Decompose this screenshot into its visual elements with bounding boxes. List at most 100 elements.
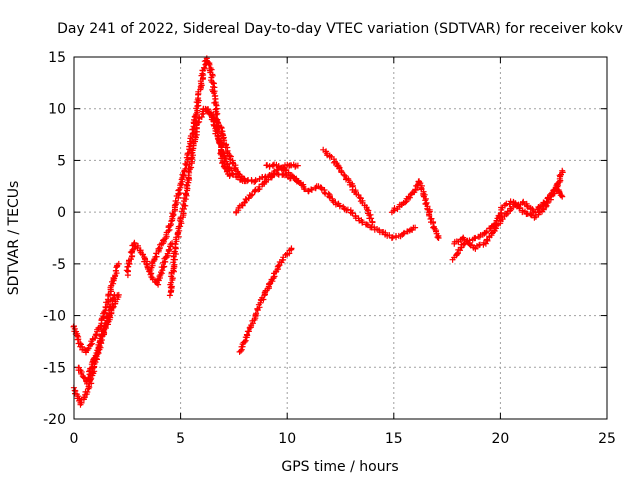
data-point: [321, 189, 328, 196]
data-point: [559, 167, 566, 174]
data-point: [288, 245, 295, 252]
data-point: [292, 163, 299, 170]
y-tick-label: 0: [57, 205, 66, 221]
series-track-12: [388, 178, 442, 241]
data-point: [552, 184, 559, 191]
plot-frame: [73, 56, 608, 420]
data-point: [191, 116, 197, 123]
data-point: [524, 203, 531, 210]
data-point: [242, 196, 249, 203]
data-point: [369, 219, 376, 226]
data-point: [85, 345, 92, 352]
data-point: [179, 205, 186, 212]
data-point: [406, 194, 413, 201]
y-tick-label: -10: [43, 309, 66, 325]
data-point: [389, 235, 395, 241]
series-track-5: [147, 55, 233, 273]
data-point: [85, 374, 92, 381]
data-point: [412, 186, 419, 193]
series-track-4: [123, 239, 176, 288]
data-point: [110, 303, 117, 310]
x-tick-label: 0: [70, 431, 79, 447]
y-tick-label: 10: [48, 102, 66, 118]
data-point: [172, 198, 179, 204]
data-point: [290, 174, 297, 181]
data-point: [294, 162, 301, 169]
y-tick-label: 15: [48, 50, 66, 66]
data-point: [84, 389, 91, 395]
y-tick-label: 5: [57, 153, 66, 169]
x-tick-label: 25: [598, 431, 616, 447]
data-point: [241, 338, 248, 345]
data-point: [482, 229, 489, 236]
data-point: [434, 234, 441, 241]
data-point: [211, 122, 218, 129]
data-point: [180, 172, 187, 178]
data-point: [256, 183, 263, 190]
series-track-11: [236, 245, 295, 355]
data-point: [266, 163, 273, 170]
series-track-10: [320, 146, 376, 226]
data-point: [74, 332, 81, 339]
data-point: [402, 199, 409, 206]
data-point: [188, 155, 195, 162]
data-point: [559, 193, 566, 200]
data-point: [131, 240, 138, 247]
series-track-7: [204, 106, 301, 185]
data-point: [188, 164, 195, 171]
data-point: [556, 172, 563, 179]
data-point: [214, 110, 221, 117]
y-tick-label: -20: [43, 412, 66, 428]
grid: [74, 57, 607, 419]
data-point: [151, 256, 158, 263]
data-point: [391, 205, 398, 212]
data-points: [70, 55, 566, 408]
chart-title: Day 241 of 2022, Sidereal Day-to-day VTE…: [57, 21, 623, 37]
data-point: [318, 185, 325, 192]
data-point: [175, 223, 182, 230]
data-point: [194, 119, 201, 126]
data-point: [543, 198, 550, 205]
data-point: [247, 192, 254, 199]
series-track-9: [263, 161, 419, 241]
data-point: [271, 168, 278, 175]
data-point: [498, 214, 505, 221]
data-point: [206, 61, 213, 68]
data-point: [523, 210, 530, 217]
data-point: [201, 65, 208, 72]
data-point: [368, 215, 375, 222]
data-point: [222, 155, 229, 162]
data-point: [435, 235, 442, 241]
y-tick-label: -5: [52, 257, 66, 273]
y-axis-label: SDTVAR / TECUs: [6, 181, 22, 296]
data-point: [169, 240, 176, 247]
data-point: [74, 336, 81, 343]
data-point: [253, 310, 260, 317]
data-point: [278, 164, 285, 171]
data-point: [115, 291, 122, 298]
data-point: [249, 191, 256, 198]
data-point: [355, 192, 362, 198]
data-point: [115, 260, 122, 267]
data-point: [359, 219, 366, 226]
data-point: [243, 331, 250, 338]
y-tick-label: -15: [43, 360, 66, 376]
data-point: [84, 380, 90, 387]
x-tick-label: 20: [491, 431, 509, 447]
data-point: [86, 368, 93, 375]
data-point: [180, 201, 187, 208]
data-point: [171, 256, 178, 263]
data-point: [205, 60, 212, 67]
data-point: [363, 221, 370, 228]
data-point: [184, 182, 191, 189]
data-point: [340, 171, 347, 178]
data-point: [192, 128, 199, 135]
data-point: [308, 186, 315, 193]
x-tick-label: 5: [176, 431, 185, 447]
data-point: [558, 192, 565, 199]
data-point: [224, 149, 231, 156]
data-point: [244, 328, 251, 335]
data-point: [252, 177, 259, 184]
data-point: [93, 350, 100, 356]
